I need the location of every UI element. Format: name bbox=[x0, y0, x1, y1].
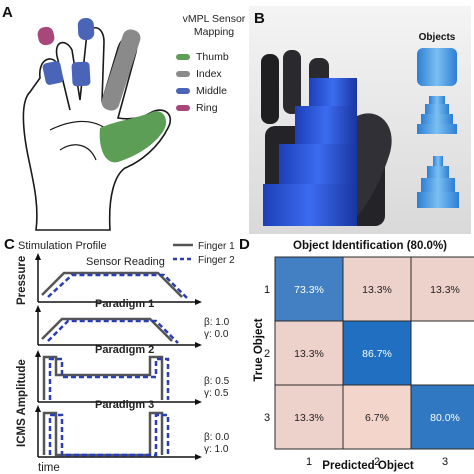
x-axis-label: Predicted Object bbox=[322, 460, 414, 472]
object-stepped bbox=[425, 104, 449, 114]
legend-label: Thumb bbox=[196, 51, 229, 63]
object-pyramid bbox=[433, 156, 443, 166]
paradigm-2-axes bbox=[35, 350, 202, 405]
finger2-legend-label: Finger 2 bbox=[198, 255, 235, 266]
cell-value-label: 13.3% bbox=[294, 348, 324, 360]
thumb-swatch bbox=[176, 54, 190, 60]
x-tick-label: 1 bbox=[306, 456, 312, 468]
paradigm-1-beta: β: 1.0 bbox=[204, 317, 230, 328]
finger1-legend-label: Finger 1 bbox=[198, 241, 235, 252]
heatmap-cell bbox=[410, 320, 474, 386]
paradigm-2-beta: β: 0.5 bbox=[204, 376, 230, 387]
middle-finger-segment bbox=[71, 61, 91, 87]
paradigm-2-label: Paradigm 2 bbox=[95, 344, 154, 356]
icms-amplitude-ylabel: ICMS Amplitude bbox=[16, 359, 28, 447]
finger2-paradigm3-trace bbox=[48, 413, 170, 457]
cell-value-label: 80.0% bbox=[430, 412, 460, 424]
panel-b-letter: B bbox=[254, 10, 265, 27]
grasped-object bbox=[279, 144, 357, 186]
cell-value-label: 86.7% bbox=[362, 348, 392, 360]
object-stepped bbox=[429, 96, 445, 104]
cell-value-label: 6.7% bbox=[365, 412, 389, 424]
paradigm-3-axes bbox=[35, 405, 202, 460]
panel-d-letter: D bbox=[239, 236, 250, 253]
panel-a-letter: A bbox=[2, 4, 13, 21]
heatmap-cell bbox=[342, 384, 412, 450]
object-pyramid bbox=[427, 166, 449, 178]
robot-finger bbox=[261, 54, 279, 124]
cell-value-label: 13.3% bbox=[362, 284, 392, 296]
stimulation-profile-title: Stimulation Profile bbox=[18, 240, 107, 252]
heatmap-cell bbox=[410, 384, 474, 450]
palm-crease bbox=[49, 120, 106, 131]
heatmap-cell bbox=[274, 384, 344, 450]
robot-finger bbox=[283, 50, 301, 114]
y-tick-label: 1 bbox=[264, 284, 270, 296]
objects-label: Objects bbox=[419, 32, 456, 43]
middle-swatch bbox=[176, 88, 190, 94]
finger2-pressure-trace bbox=[47, 273, 189, 300]
grasped-object bbox=[263, 184, 357, 226]
legend-label: Index bbox=[196, 68, 222, 80]
sensor-reading-label: Sensor Reading bbox=[86, 256, 165, 268]
confusion-matrix-chart: D Object Identification (80.0%) 73.3% 13.… bbox=[239, 236, 474, 472]
paradigm-3-label: Paradigm 3 bbox=[95, 399, 154, 411]
pressure-ylabel: Pressure bbox=[16, 256, 28, 305]
index-finger-sensor bbox=[101, 29, 141, 111]
chart-title: Object Identification (80.0%) bbox=[293, 240, 447, 252]
legend-label: Middle bbox=[196, 85, 227, 97]
x-tick-label: 3 bbox=[442, 456, 448, 468]
thumb-sensor bbox=[99, 111, 167, 163]
object-stepped bbox=[421, 114, 453, 124]
object-stepped bbox=[417, 124, 457, 134]
heatmap-cell bbox=[274, 320, 344, 386]
paradigm-3-beta: β: 0.0 bbox=[204, 432, 230, 443]
ring-finger-sensor bbox=[37, 26, 55, 46]
object-pyramid bbox=[421, 178, 455, 192]
stimulation-profile-figure: C Stimulation Profile Sensor Reading Fin… bbox=[4, 236, 235, 474]
finger1-pressure-trace bbox=[41, 271, 183, 298]
robotic-hand-photo: Objects bbox=[249, 6, 471, 234]
heatmap-cells: 73.3% 13.3% 13.3% 13.3% 86.7% 13.3% 6.7% 80.0% bbox=[274, 256, 474, 450]
x-tick-label: 2 bbox=[374, 456, 380, 468]
paradigm-3-gamma: γ: 1.0 bbox=[204, 444, 229, 455]
time-xlabel: time bbox=[38, 462, 60, 474]
grasped-object bbox=[309, 78, 357, 108]
paradigm-2-gamma: γ: 0.5 bbox=[204, 388, 229, 399]
legend-item-index: Index bbox=[176, 68, 222, 80]
legend-item-thumb: Thumb bbox=[176, 51, 229, 63]
heatmap-cell bbox=[274, 256, 344, 322]
pressure-axes bbox=[35, 253, 202, 305]
ring-swatch bbox=[176, 105, 190, 111]
robot-hand-render: Objects bbox=[249, 6, 471, 234]
cell-value-label: 13.3% bbox=[294, 412, 324, 424]
robot-thumb bbox=[357, 113, 392, 216]
finger2-paradigm1-trace bbox=[47, 319, 179, 344]
cell-value-label: 13.3% bbox=[430, 284, 460, 296]
object-pyramid bbox=[417, 192, 459, 208]
legend-item-ring: Ring bbox=[176, 102, 218, 114]
ring-finger-middle-segment bbox=[42, 61, 64, 85]
index-swatch bbox=[176, 71, 190, 77]
y-tick-label: 2 bbox=[264, 348, 270, 360]
cell-value-label: 73.3% bbox=[294, 284, 324, 296]
legend-item-middle: Middle bbox=[176, 85, 227, 97]
y-axis-label: True Object bbox=[253, 318, 265, 381]
palm-crease bbox=[59, 144, 97, 161]
panel-c-letter: C bbox=[4, 236, 15, 253]
finger1-paradigm1-trace bbox=[41, 317, 173, 342]
middle-finger-tip bbox=[77, 17, 95, 41]
finger1-paradigm2-trace bbox=[42, 355, 164, 400]
sensor-mapping-title: vMPL Sensor Mapping bbox=[182, 13, 246, 38]
paradigm-1-gamma: γ: 0.0 bbox=[204, 329, 229, 340]
paradigm-1-label: Paradigm 1 bbox=[95, 298, 154, 310]
grasped-object bbox=[295, 106, 357, 146]
paradigm-1-axes bbox=[35, 305, 202, 348]
hand-illustration bbox=[22, 17, 172, 231]
y-tick-label: 3 bbox=[264, 412, 270, 424]
object-cylinder bbox=[417, 48, 457, 86]
legend-label: Ring bbox=[196, 102, 218, 114]
heatmap-ticks: 1 2 3 1 2 3 bbox=[264, 284, 448, 468]
finger2-paradigm2-trace bbox=[48, 357, 170, 400]
